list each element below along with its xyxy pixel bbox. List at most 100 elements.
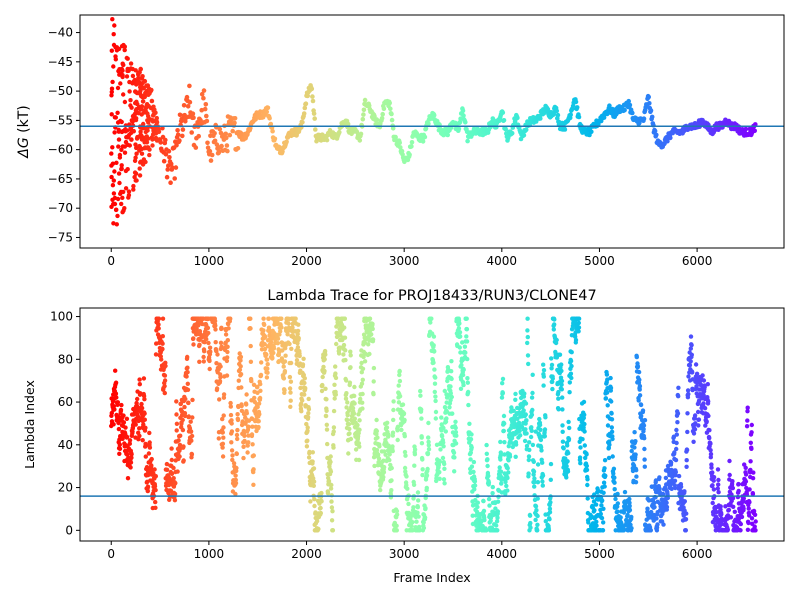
data-point [498, 439, 503, 445]
data-point [471, 459, 477, 465]
data-point [288, 390, 293, 395]
data-point [469, 432, 474, 437]
data-point [324, 422, 329, 427]
data-point [654, 132, 659, 138]
data-point [239, 408, 245, 413]
data-point [429, 316, 434, 321]
data-point [475, 500, 480, 505]
data-point [503, 491, 508, 497]
data-point [600, 528, 606, 533]
data-point [469, 464, 475, 469]
data-point [360, 366, 366, 371]
data-point [433, 409, 439, 415]
data-point [180, 133, 185, 139]
data-point [420, 472, 425, 478]
data-point [709, 465, 714, 470]
data-point [676, 385, 681, 390]
data-point [288, 404, 293, 409]
data-point [117, 152, 123, 158]
data-point [143, 425, 148, 430]
data-point [564, 463, 569, 469]
data-point [342, 316, 347, 321]
data-point [153, 487, 158, 493]
data-point [367, 316, 373, 321]
data-point [748, 440, 753, 445]
data-point [389, 117, 395, 123]
data-point [443, 419, 449, 424]
data-point [632, 445, 637, 450]
y-tick-label: −50 [48, 84, 73, 98]
data-point [218, 340, 224, 345]
data-point [716, 482, 721, 487]
data-point [420, 139, 426, 144]
data-point [239, 385, 244, 390]
data-point [559, 362, 564, 367]
data-point [560, 407, 565, 412]
data-point [456, 326, 462, 331]
data-point [525, 334, 530, 340]
data-point [509, 130, 515, 136]
data-point [676, 394, 681, 399]
data-point [238, 364, 243, 369]
data-point [664, 500, 669, 505]
data-point [645, 506, 650, 511]
data-point [282, 369, 288, 374]
data-point [560, 429, 565, 434]
data-point [674, 427, 679, 433]
y-tick-label: −45 [48, 55, 73, 69]
data-point [319, 388, 325, 394]
data-point [513, 397, 518, 402]
data-point [188, 429, 194, 434]
data-point [160, 341, 165, 346]
data-point [181, 103, 187, 108]
data-point [186, 400, 191, 406]
data-point [173, 165, 179, 170]
data-point [135, 134, 140, 140]
data-point [431, 360, 436, 365]
data-point [145, 145, 150, 150]
data-point [547, 517, 552, 522]
bottom-plot-frame [79, 307, 785, 542]
data-point [224, 135, 229, 141]
data-point [603, 396, 609, 401]
data-point [150, 118, 155, 123]
data-point [691, 439, 696, 444]
data-point [390, 448, 395, 454]
data-point [395, 437, 400, 443]
data-point [541, 383, 546, 388]
data-point [391, 407, 396, 413]
data-point [299, 409, 304, 414]
data-point [313, 127, 318, 132]
data-point [320, 382, 325, 388]
data-point [750, 476, 756, 481]
data-point [337, 129, 342, 135]
data-point [147, 430, 152, 436]
data-point [640, 408, 646, 413]
data-point [447, 405, 452, 410]
x-tick-label: 6000 [682, 254, 713, 268]
data-point [565, 469, 571, 474]
data-point [647, 101, 652, 106]
data-point [487, 503, 492, 508]
data-point [500, 376, 506, 382]
data-point [458, 350, 463, 355]
data-point [609, 417, 615, 422]
data-point [426, 121, 431, 127]
data-point [530, 407, 535, 413]
data-point [257, 395, 263, 401]
bottom-y-axis-label: Lambda Index [22, 380, 37, 469]
data-point [556, 389, 561, 395]
data-point [152, 127, 158, 132]
data-point [694, 384, 699, 389]
data-point [137, 426, 142, 431]
data-point [307, 449, 312, 455]
data-point [158, 140, 163, 145]
data-point [322, 368, 327, 374]
data-point [124, 434, 130, 440]
data-point [599, 503, 604, 508]
data-point [586, 520, 591, 525]
data-point [665, 138, 670, 144]
data-point [172, 176, 177, 181]
data-point [121, 189, 126, 195]
data-point [743, 479, 749, 484]
